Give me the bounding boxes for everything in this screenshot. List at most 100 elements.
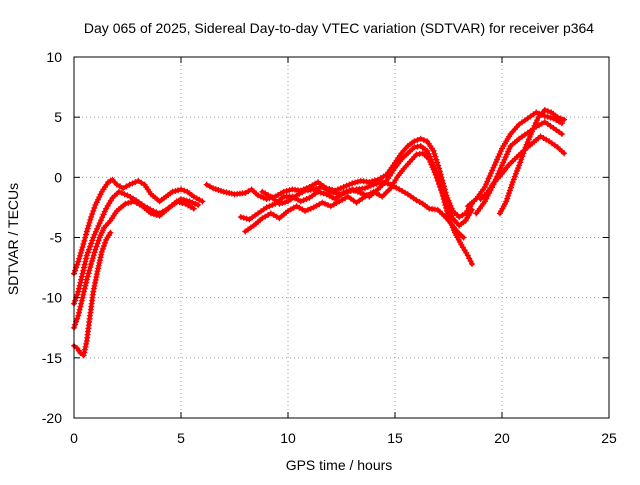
y-tick-label: -15 xyxy=(42,350,62,366)
data-point xyxy=(520,150,527,157)
data-point xyxy=(175,187,182,194)
data-point xyxy=(432,153,439,160)
data-point xyxy=(506,187,513,194)
data-point xyxy=(81,285,88,292)
y-tick-label: -20 xyxy=(42,410,62,426)
data-point xyxy=(94,225,101,232)
data-point xyxy=(195,202,202,208)
data-point xyxy=(80,291,87,298)
y-tick-label: -5 xyxy=(50,230,63,246)
data-point xyxy=(82,234,89,241)
series-track-8 xyxy=(259,179,467,241)
data-point xyxy=(532,119,539,126)
data-point xyxy=(496,151,503,157)
data-point xyxy=(237,214,244,220)
data-point xyxy=(434,177,441,184)
data-point xyxy=(79,244,86,251)
data-point xyxy=(370,181,377,188)
data-point xyxy=(505,192,512,199)
data-point xyxy=(561,116,568,123)
data-point xyxy=(74,261,81,268)
data-point xyxy=(245,188,252,195)
data-point xyxy=(176,199,183,206)
data-point xyxy=(492,159,499,166)
data-point xyxy=(286,187,293,194)
data-point xyxy=(125,200,132,206)
data-point xyxy=(192,200,199,207)
data-point xyxy=(88,214,95,220)
data-point xyxy=(382,179,388,186)
data-point xyxy=(257,193,264,200)
data-point xyxy=(242,190,249,196)
data-point xyxy=(121,191,128,198)
data-point xyxy=(502,154,509,160)
data-point xyxy=(81,237,88,244)
data-point xyxy=(150,211,157,218)
data-point xyxy=(79,270,86,277)
data-point xyxy=(189,199,196,206)
data-point xyxy=(206,183,213,190)
data-point xyxy=(333,190,340,197)
data-point xyxy=(486,173,493,179)
data-point xyxy=(541,106,548,113)
data-point xyxy=(430,147,437,154)
data-point xyxy=(336,191,343,198)
data-point xyxy=(334,186,341,193)
data-point xyxy=(441,199,448,205)
data-point xyxy=(75,288,82,295)
data-point xyxy=(75,312,82,319)
data-point xyxy=(117,183,123,190)
data-point xyxy=(425,150,432,157)
data-point xyxy=(313,185,320,192)
data-point xyxy=(442,202,449,208)
data-point xyxy=(489,167,496,174)
data-point xyxy=(260,194,267,201)
data-point xyxy=(95,237,102,244)
data-point xyxy=(519,153,526,160)
data-point xyxy=(411,138,418,145)
data-point xyxy=(72,267,79,274)
data-point xyxy=(123,183,130,190)
data-point xyxy=(511,173,518,180)
data-point xyxy=(339,190,346,197)
data-point xyxy=(80,352,87,359)
x-axis-label: GPS time / hours xyxy=(286,457,393,473)
data-point xyxy=(342,189,349,196)
chart-title: Day 065 of 2025, Sidereal Day-to-day VTE… xyxy=(84,20,594,36)
data-point xyxy=(431,150,438,157)
data-point xyxy=(324,202,331,208)
data-point xyxy=(305,206,311,213)
data-point xyxy=(90,234,97,241)
data-point xyxy=(263,204,270,211)
data-point xyxy=(485,175,492,182)
data-point xyxy=(91,231,98,238)
series-track-1 xyxy=(71,176,206,277)
data-point xyxy=(439,193,446,199)
data-point xyxy=(210,185,217,192)
data-point xyxy=(77,252,83,259)
data-point xyxy=(94,268,101,275)
data-point xyxy=(330,189,337,196)
data-point xyxy=(433,174,440,181)
data-point xyxy=(91,249,98,256)
data-point xyxy=(86,267,93,274)
data-point xyxy=(76,306,83,313)
data-point xyxy=(443,205,450,211)
data-point xyxy=(84,225,91,232)
data-point xyxy=(153,212,160,218)
data-point xyxy=(263,196,270,202)
y-axis-label: SDTVAR / TECUs xyxy=(5,183,21,295)
data-point xyxy=(558,131,565,137)
data-point xyxy=(522,144,529,151)
data-point xyxy=(484,178,491,185)
data-point xyxy=(129,180,136,187)
data-point xyxy=(115,188,122,195)
data-point xyxy=(80,241,87,247)
data-point xyxy=(384,180,391,187)
data-point xyxy=(98,217,104,224)
data-point xyxy=(88,240,95,247)
data-point xyxy=(440,196,447,202)
x-tick-label: 5 xyxy=(177,430,185,446)
data-point xyxy=(107,229,114,236)
data-point xyxy=(279,200,286,206)
